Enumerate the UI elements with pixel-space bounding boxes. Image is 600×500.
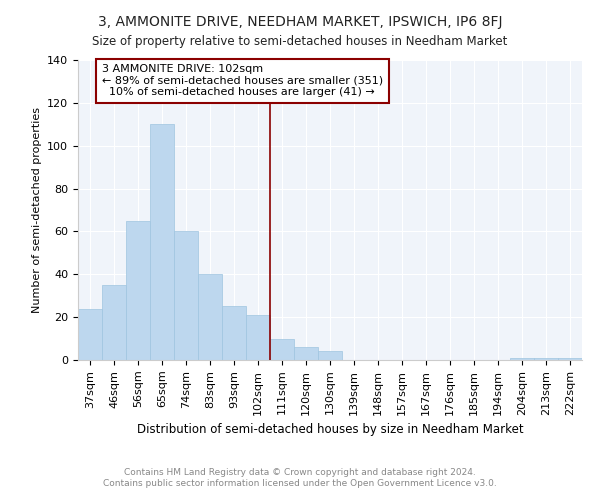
Bar	[558, 358, 582, 360]
Bar	[246, 315, 270, 360]
Bar	[534, 358, 558, 360]
Bar	[318, 352, 342, 360]
Bar	[78, 308, 102, 360]
Text: Size of property relative to semi-detached houses in Needham Market: Size of property relative to semi-detach…	[92, 35, 508, 48]
Text: 3 AMMONITE DRIVE: 102sqm
← 89% of semi-detached houses are smaller (351)
  10% o: 3 AMMONITE DRIVE: 102sqm ← 89% of semi-d…	[102, 64, 383, 98]
Bar	[198, 274, 222, 360]
Bar	[510, 358, 534, 360]
Bar	[150, 124, 174, 360]
Bar	[270, 338, 294, 360]
Bar	[174, 232, 198, 360]
Y-axis label: Number of semi-detached properties: Number of semi-detached properties	[32, 107, 41, 313]
Text: 3, AMMONITE DRIVE, NEEDHAM MARKET, IPSWICH, IP6 8FJ: 3, AMMONITE DRIVE, NEEDHAM MARKET, IPSWI…	[98, 15, 502, 29]
Bar	[126, 220, 150, 360]
Text: Contains HM Land Registry data © Crown copyright and database right 2024.
Contai: Contains HM Land Registry data © Crown c…	[103, 468, 497, 487]
Bar	[102, 285, 126, 360]
X-axis label: Distribution of semi-detached houses by size in Needham Market: Distribution of semi-detached houses by …	[137, 423, 523, 436]
Bar	[222, 306, 246, 360]
Bar	[294, 347, 318, 360]
